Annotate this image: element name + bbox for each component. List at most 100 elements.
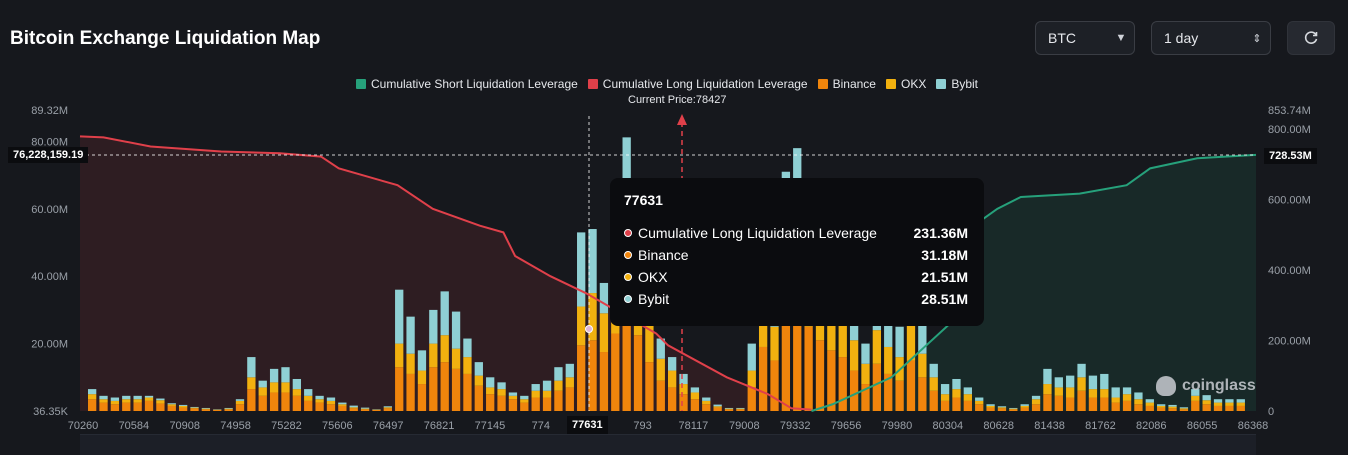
bybit-bar: [1066, 375, 1075, 388]
okx-bar: [656, 358, 665, 381]
right-axis-tick-label: 600.00M: [1268, 194, 1311, 206]
x-axis-tick-label: 81438: [1034, 420, 1065, 432]
okx-bar: [88, 394, 97, 400]
x-axis-tick-label: 70908: [169, 420, 200, 432]
legend-item[interactable]: Cumulative Long Liquidation Leverage: [587, 77, 808, 91]
okx-bar: [872, 330, 882, 364]
binance-bar: [1100, 397, 1109, 411]
bybit-bar: [656, 338, 665, 359]
x-axis-tick-label: 793: [633, 420, 651, 432]
bybit-bar: [88, 389, 97, 395]
okx-bar: [940, 394, 950, 401]
binance-bar: [542, 397, 552, 411]
x-axis-tick-label: 79332: [780, 420, 811, 432]
legend-swatch-icon: [817, 79, 828, 89]
right-axis-tick-label: 0: [1268, 406, 1274, 418]
bybit-bar: [520, 395, 529, 400]
tooltip-row: Cumulative Long Liquidation Leverage 231…: [624, 222, 968, 244]
binance-bar: [213, 409, 222, 411]
bybit-bar: [1179, 407, 1189, 409]
crosshair-right-value: 728.53M: [1264, 148, 1317, 164]
okx-bar: [304, 395, 313, 401]
binance-bar: [724, 409, 734, 411]
binance-bar: [827, 350, 836, 411]
x-axis-tick-label: 78117: [679, 420, 709, 432]
okx-bar: [156, 400, 165, 404]
bybit-bar: [315, 395, 324, 400]
bybit-bar: [1043, 368, 1052, 385]
legend-item[interactable]: Binance: [817, 77, 876, 91]
bybit-bar: [292, 378, 302, 390]
bybit-bar: [486, 377, 495, 388]
bybit-bar: [952, 378, 961, 390]
okx-bar: [486, 387, 495, 395]
crosshair-point-marker: [585, 325, 593, 333]
okx-bar: [906, 323, 916, 361]
okx-bar: [1031, 399, 1041, 405]
binance-bar: [793, 306, 802, 411]
okx-bar: [986, 405, 995, 408]
okx-bar: [99, 399, 108, 403]
bybit-bar: [577, 232, 586, 307]
bybit-bar: [1191, 389, 1200, 396]
series-dot-icon: [624, 229, 632, 237]
bybit-bar: [1168, 404, 1177, 407]
okx-bar: [1213, 402, 1223, 406]
x-axis-tick-label: 79008: [729, 420, 760, 432]
x-axis-tick-label: 70260: [68, 420, 99, 432]
binance-bar: [360, 409, 370, 411]
binance-bar: [338, 405, 347, 411]
bybit-bar: [861, 343, 870, 364]
binance-bar: [144, 400, 154, 411]
zoom-scrollbar[interactable]: [80, 434, 1256, 455]
binance-bar: [429, 367, 438, 411]
okx-bar: [395, 343, 404, 368]
tooltip-row: Bybit 28.51M: [624, 288, 968, 310]
okx-bar: [997, 407, 1007, 409]
legend-item[interactable]: OKX: [885, 77, 926, 91]
okx-bar: [474, 375, 483, 386]
coin-select[interactable]: BTC ▼: [1035, 21, 1135, 55]
bybit-bar: [133, 395, 142, 400]
x-axis-tick-label: 76821: [424, 420, 455, 432]
bybit-bar: [690, 387, 700, 393]
right-axis-tick-label: 200.00M: [1268, 335, 1311, 347]
bybit-bar: [1134, 392, 1143, 400]
binance-bar: [702, 404, 711, 411]
okx-bar: [520, 399, 529, 403]
bybit-bar: [963, 387, 972, 395]
okx-bar: [201, 408, 211, 410]
bybit-bar: [1077, 363, 1086, 378]
okx-bar: [1236, 402, 1245, 406]
binance-bar: [736, 409, 745, 411]
up-down-chevron-icon: ⇕: [1252, 32, 1262, 45]
legend-item[interactable]: Bybit: [936, 77, 978, 91]
long-leverage-line: [79, 135, 812, 411]
x-axis-tick-label: 774: [532, 420, 550, 432]
refresh-button[interactable]: [1287, 21, 1335, 55]
binance-bar: [611, 333, 620, 411]
okx-bar: [713, 406, 722, 408]
binance-bar: [440, 362, 449, 411]
legend-item[interactable]: Cumulative Short Liquidation Leverage: [356, 77, 578, 91]
bybit-bar: [99, 395, 108, 400]
bybit-bar: [1157, 404, 1166, 406]
bybit-bar: [1111, 387, 1120, 398]
binance-bar: [178, 407, 188, 411]
bybit-bar: [122, 395, 131, 400]
binance-bar: [110, 404, 120, 411]
binance-bar: [315, 402, 324, 411]
binance-bar: [975, 404, 984, 411]
binance-bar: [201, 409, 211, 411]
bybit-bar: [747, 343, 756, 371]
bybit-bar: [1213, 399, 1223, 403]
binance-bar: [577, 345, 586, 411]
okx-bar: [383, 407, 392, 409]
bybit-bar: [304, 389, 313, 396]
tooltip-title: 77631: [624, 192, 663, 208]
coinglass-watermark: coinglass: [1156, 376, 1256, 396]
right-axis-tick-label: 800.00M: [1268, 124, 1311, 136]
binance-bar: [747, 387, 756, 411]
time-range-select[interactable]: 1 day ⇕: [1151, 21, 1271, 55]
binance-bar: [599, 352, 609, 411]
